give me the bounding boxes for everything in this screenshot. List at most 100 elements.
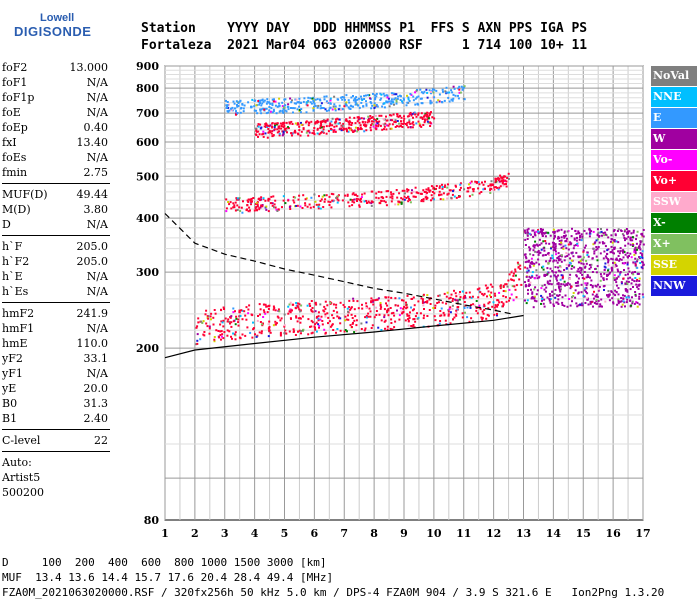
trace-point <box>544 240 547 242</box>
trace-point <box>518 278 521 281</box>
trace-point <box>631 296 633 299</box>
trace-point <box>201 322 204 324</box>
trace-point <box>349 127 352 130</box>
trace-point <box>196 339 199 342</box>
trace-point <box>584 282 587 285</box>
trace-point <box>422 293 425 296</box>
trace-point <box>284 98 287 101</box>
trace-point <box>377 297 380 300</box>
trace-point <box>541 284 544 287</box>
trace-point <box>637 246 640 249</box>
trace-point <box>228 320 231 323</box>
trace-point <box>208 325 211 328</box>
trace-point <box>452 297 454 300</box>
trace-point <box>267 308 270 310</box>
trace-point <box>429 101 432 104</box>
trace-point <box>403 195 406 198</box>
trace-point <box>585 290 587 293</box>
trace-point <box>449 296 452 299</box>
trace-point <box>524 299 526 302</box>
trace-point <box>463 98 466 101</box>
trace-point <box>424 119 427 122</box>
trace-point <box>259 321 262 323</box>
trace-point <box>614 289 617 292</box>
trace-point <box>609 251 612 254</box>
trace-point <box>490 187 493 190</box>
trace-point <box>557 282 560 284</box>
trace-point <box>635 280 638 283</box>
trace-point <box>630 256 633 259</box>
trace-point <box>375 114 377 117</box>
bottom-curve <box>164 314 524 359</box>
trace-point <box>605 278 608 281</box>
trace-point <box>413 111 416 114</box>
trace-point <box>383 125 386 128</box>
trace-point <box>600 298 603 301</box>
trace-point <box>618 252 621 255</box>
trace-point <box>474 180 477 183</box>
trace-point <box>311 321 314 324</box>
trace-point <box>264 123 267 125</box>
param-row: hmE 110.0 <box>2 336 110 351</box>
trace-point <box>551 294 554 297</box>
trace-point <box>359 124 362 127</box>
logo-digisonde: DIGISONDE <box>14 24 92 39</box>
trace-point <box>318 195 320 198</box>
trace-point <box>602 277 605 280</box>
trace-point <box>308 131 311 134</box>
trace-point <box>485 317 488 320</box>
trace-point <box>469 186 472 189</box>
trace-point <box>325 132 328 135</box>
trace-point <box>559 285 562 288</box>
trace-point <box>639 262 642 264</box>
trace-point <box>324 121 327 124</box>
trace-point <box>591 257 594 260</box>
trace-point <box>367 312 370 315</box>
trace-point <box>631 239 634 242</box>
trace-point <box>557 257 560 260</box>
trace-point <box>572 295 575 298</box>
trace-point <box>394 203 397 206</box>
trace-point <box>360 117 363 120</box>
trace-point <box>432 187 435 190</box>
trace-point <box>278 310 281 313</box>
trace-point <box>379 124 382 127</box>
param-row: foEs N/A <box>2 150 110 165</box>
trace-point <box>311 310 314 313</box>
trace-point <box>586 274 589 277</box>
trace-point <box>368 94 371 97</box>
trace-point <box>231 106 234 109</box>
trace-point <box>578 266 581 269</box>
trace-point <box>626 290 629 293</box>
trace-point <box>560 274 563 277</box>
trace-point <box>339 108 342 111</box>
trace-point <box>325 100 328 103</box>
trace-point <box>498 177 501 180</box>
trace-point <box>497 188 500 191</box>
trace-point <box>635 246 638 249</box>
trace-point <box>555 271 557 274</box>
trace-point <box>638 245 640 248</box>
trace-point <box>299 111 302 114</box>
trace-point <box>579 303 582 306</box>
trace-point <box>327 130 330 133</box>
trace-point <box>373 104 376 107</box>
trace-point <box>323 328 326 331</box>
trace-point <box>492 301 495 304</box>
trace-point <box>273 206 275 209</box>
trace-point <box>294 306 297 309</box>
trace-point <box>369 126 372 129</box>
trace-point <box>577 255 580 258</box>
trace-point <box>636 260 639 263</box>
trace-point <box>546 267 549 270</box>
trace-point <box>300 304 303 307</box>
trace-point <box>258 197 261 200</box>
trace-point <box>371 104 374 107</box>
trace-point <box>561 242 564 245</box>
trace-point <box>288 121 291 124</box>
trace-point <box>581 235 584 238</box>
trace-point <box>359 126 362 129</box>
trace-point <box>295 315 298 318</box>
trace-point <box>621 249 624 252</box>
trace-point <box>583 289 586 292</box>
